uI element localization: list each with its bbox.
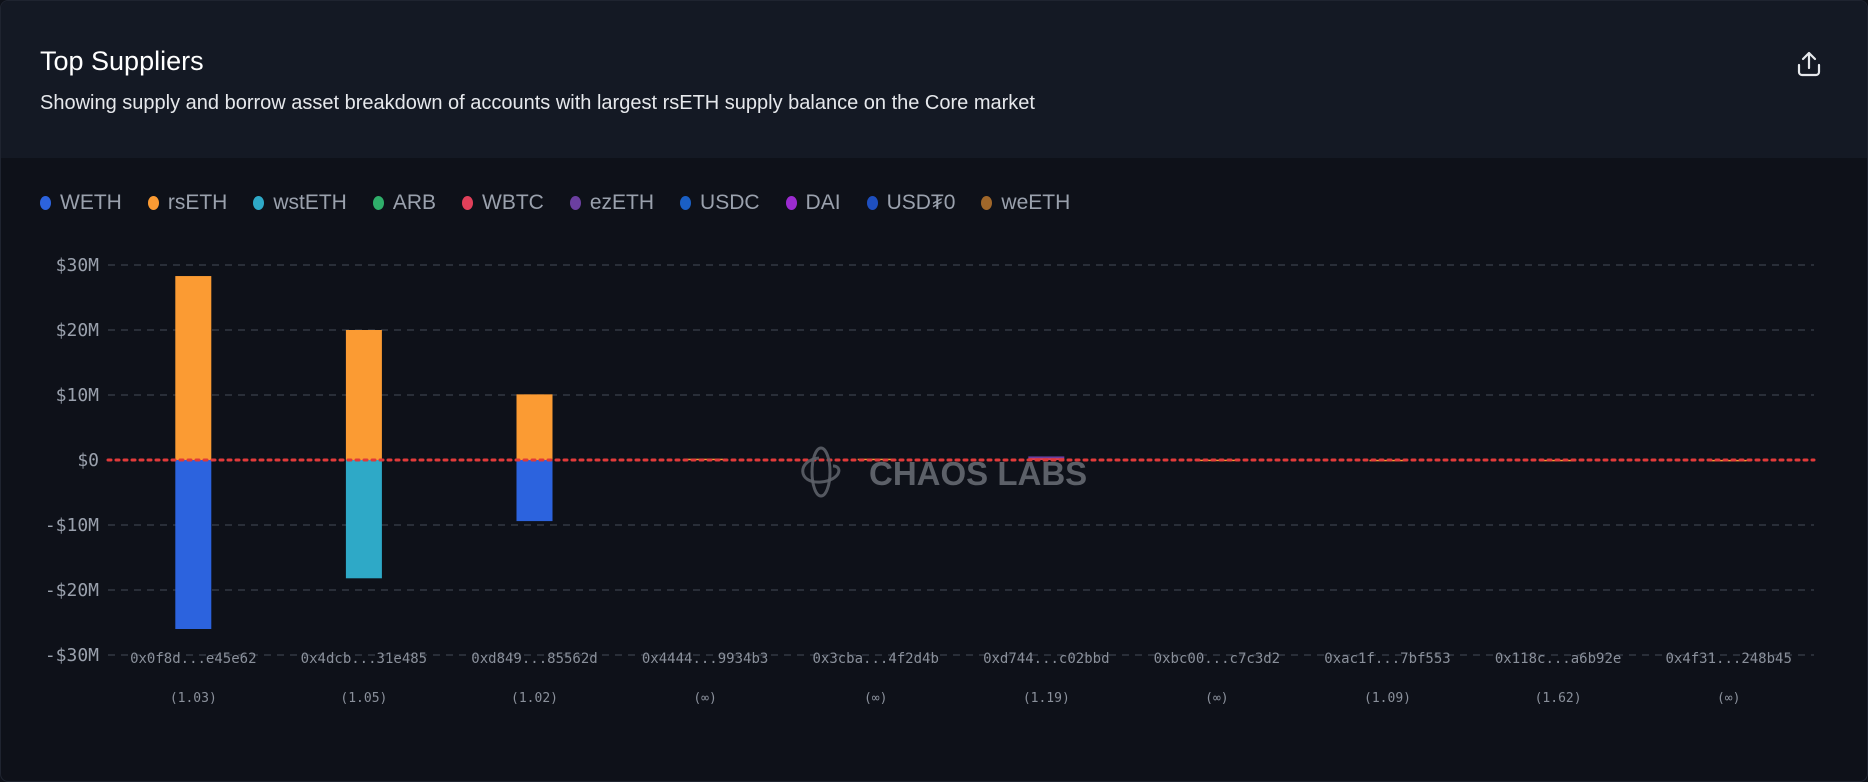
- share-icon[interactable]: [1794, 49, 1824, 79]
- y-tick-label: $10M: [56, 385, 100, 406]
- legend-label: WETH: [60, 191, 122, 214]
- bar-rseth: [345, 330, 382, 460]
- y-tick-label: -$20M: [45, 580, 99, 601]
- legend-label: weETH: [1001, 191, 1071, 214]
- bar-rseth: [1710, 459, 1747, 462]
- legend-label: wstETH: [273, 191, 347, 214]
- legend-dot: [253, 196, 265, 210]
- health-factor-label: (1.05): [340, 691, 387, 706]
- legend-item-usdc[interactable]: USDC: [680, 191, 760, 215]
- legend-dot: [680, 196, 692, 210]
- legend-item-ezeth[interactable]: ezETH: [569, 191, 655, 215]
- legend-item-weeth[interactable]: weETH: [981, 191, 1070, 215]
- y-tick-label: $0: [77, 450, 99, 471]
- chart-legend: WETH rsETH wstETH ARB WBTC ezETH USDC DAI USD₮0 w…: [40, 191, 1070, 215]
- bar-wsteth: [345, 460, 382, 579]
- x-tick-label: 0x4f31...248b45: [1665, 651, 1791, 667]
- legend-label: ARB: [392, 191, 437, 214]
- health-factor-label: (∞): [693, 691, 716, 706]
- x-tick-label: 0x3cba...4f2d4b: [812, 651, 938, 667]
- legend-dot: [147, 196, 159, 210]
- legend-label: DAI: [805, 191, 841, 214]
- y-tick-label: $30M: [56, 255, 100, 276]
- x-tick-label: 0xac1f...7bf553: [1324, 651, 1450, 667]
- health-factor-label: (1.19): [1023, 691, 1070, 706]
- legend-dot: [866, 196, 878, 210]
- bar-weth: [175, 460, 212, 629]
- legend-item-wsteth[interactable]: wstETH: [253, 191, 347, 215]
- health-factor-label: (1.62): [1535, 691, 1582, 706]
- x-tick-label: 0xd849...85562d: [471, 651, 597, 667]
- x-tick-label: 0x4dcb...31e485: [301, 651, 427, 667]
- legend-dot: [462, 196, 474, 210]
- legend-item-arb[interactable]: ARB: [372, 191, 437, 215]
- health-factor-label: (∞): [1717, 691, 1740, 706]
- legend-label: WBTC: [482, 191, 544, 214]
- card-header: Top Suppliers Showing supply and borrow …: [1, 1, 1867, 158]
- watermark-text: CHAOS LABS: [869, 455, 1087, 492]
- health-factor-label: (1.03): [170, 691, 217, 706]
- legend-dot: [569, 196, 581, 210]
- x-tick-label: 0xd744...c02bbd: [983, 651, 1109, 667]
- health-factor-label: (∞): [864, 691, 887, 706]
- y-tick-label: -$30M: [45, 645, 99, 666]
- bar-rseth: [175, 276, 212, 460]
- legend-dot: [372, 196, 384, 210]
- x-tick-label: 0x118c...a6b92e: [1495, 651, 1621, 667]
- chaos-labs-logo-icon: [810, 446, 832, 498]
- bar-ezeth: [1028, 456, 1065, 459]
- legend-item-wbtc[interactable]: WBTC: [462, 191, 544, 215]
- chaos-labs-logo-icon: [801, 456, 841, 484]
- legend-label: USD₮0: [886, 191, 956, 214]
- bar-rseth: [687, 458, 724, 461]
- legend-item-dai[interactable]: DAI: [785, 191, 841, 215]
- legend-dot: [40, 196, 51, 210]
- legend-label: USDC: [700, 191, 760, 214]
- x-tick-label: 0xbc00...c7c3d2: [1154, 651, 1280, 667]
- card-subtitle: Showing supply and borrow asset breakdow…: [40, 92, 1035, 114]
- health-factor-label: (1.02): [511, 691, 558, 706]
- legend-label: ezETH: [589, 191, 655, 214]
- legend-label: rsETH: [167, 191, 228, 214]
- bar-rseth: [516, 394, 553, 460]
- bar-rseth: [1198, 459, 1235, 462]
- legend-dot: [981, 196, 993, 210]
- health-factor-label: (1.09): [1364, 691, 1411, 706]
- health-factor-label: (∞): [1205, 691, 1228, 706]
- legend-item-rseth[interactable]: rsETH: [147, 191, 228, 215]
- x-tick-label: 0x4444...9934b3: [642, 651, 768, 667]
- legend-item-weth[interactable]: WETH: [40, 191, 122, 215]
- legend-dot: [785, 196, 797, 210]
- x-tick-label: 0x0f8d...e45e62: [130, 651, 256, 667]
- y-tick-label: $20M: [56, 320, 100, 341]
- y-tick-label: -$10M: [45, 515, 99, 536]
- legend-item-usd₮0[interactable]: USD₮0: [866, 191, 956, 215]
- card-title: Top Suppliers: [40, 46, 204, 76]
- bar-weth: [516, 460, 553, 522]
- bar-chart: $30M $20M $10M $0 -$10M -$20M -$30M 0x0f8d...e4…: [45, 255, 1816, 706]
